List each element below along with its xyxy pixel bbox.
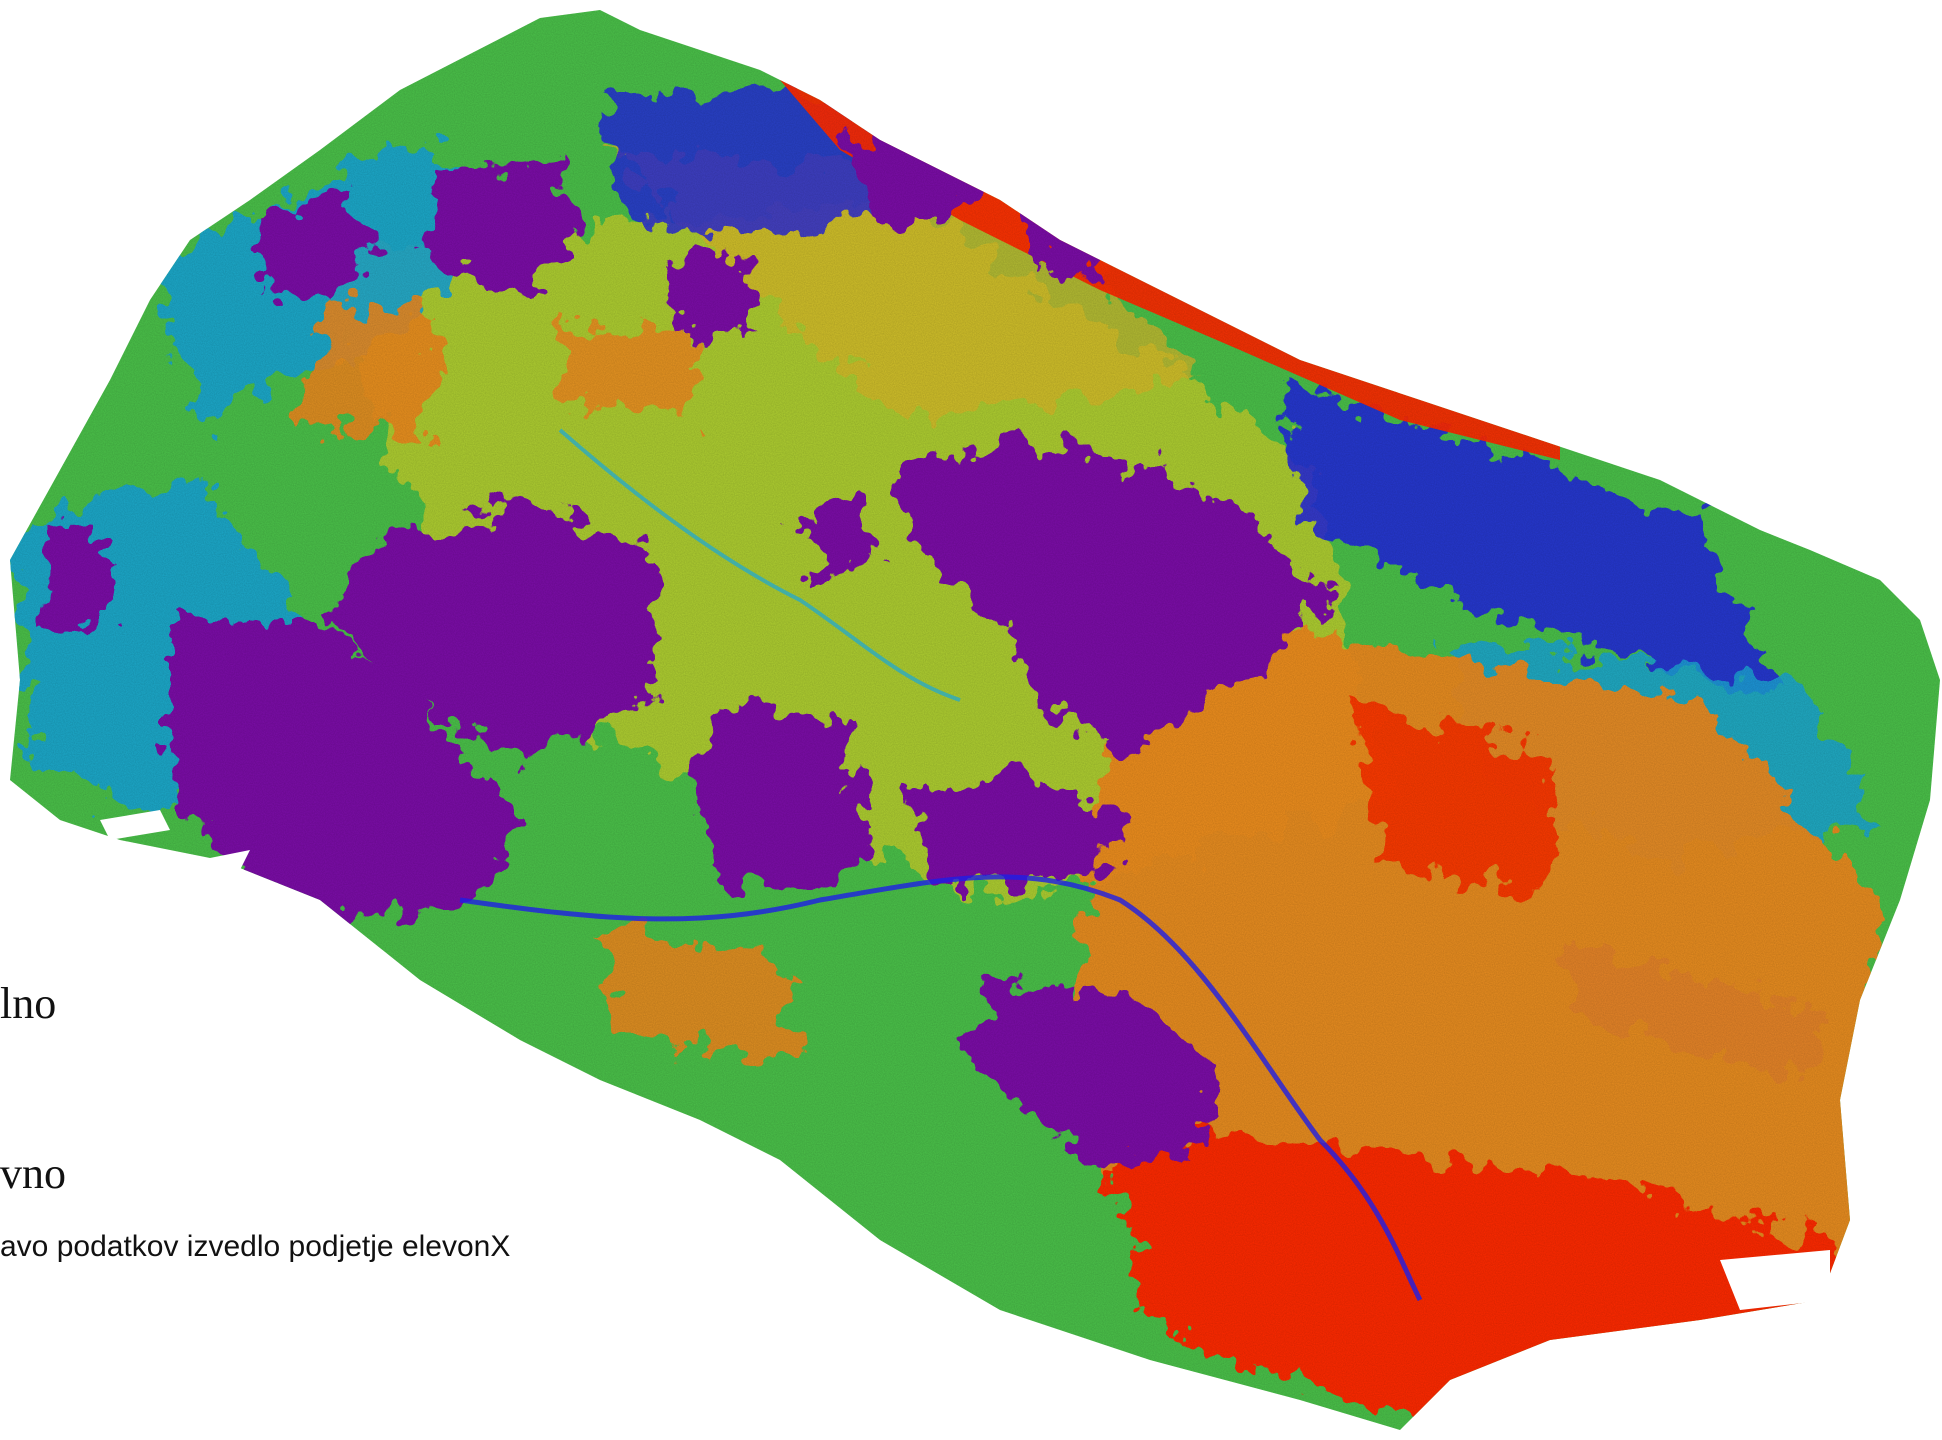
legend-label-1: lno [0, 979, 57, 1028]
legend-label-2: vno [0, 1149, 66, 1198]
credit-text: avo podatkov izvedlo podjetje elevonX [0, 1230, 511, 1263]
